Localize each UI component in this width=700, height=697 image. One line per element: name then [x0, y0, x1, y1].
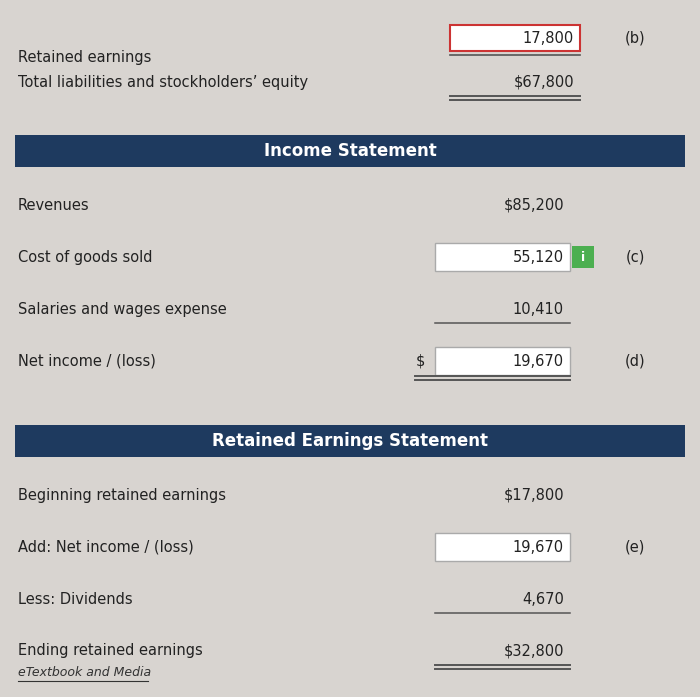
Text: 4,670: 4,670	[522, 592, 564, 606]
Text: Revenues: Revenues	[18, 197, 90, 213]
Text: (b): (b)	[624, 31, 645, 45]
Text: 55,120: 55,120	[513, 250, 564, 264]
FancyBboxPatch shape	[435, 347, 570, 375]
Text: (c): (c)	[625, 250, 645, 264]
Text: Retained Earnings Statement: Retained Earnings Statement	[212, 432, 488, 450]
Text: Retained earnings: Retained earnings	[18, 50, 151, 65]
Text: Less: Dividends: Less: Dividends	[18, 592, 132, 606]
Text: Total liabilities and stockholders’ equity: Total liabilities and stockholders’ equi…	[18, 75, 308, 89]
Text: 17,800: 17,800	[523, 31, 574, 45]
Text: $67,800: $67,800	[513, 75, 574, 89]
Text: $32,800: $32,800	[503, 643, 564, 659]
Text: Salaries and wages expense: Salaries and wages expense	[18, 302, 227, 316]
Text: 19,670: 19,670	[513, 539, 564, 555]
Text: Beginning retained earnings: Beginning retained earnings	[18, 487, 226, 503]
FancyBboxPatch shape	[572, 246, 594, 268]
Text: eTextbook and Media: eTextbook and Media	[18, 666, 151, 678]
Text: Ending retained earnings: Ending retained earnings	[18, 643, 203, 659]
Text: (e): (e)	[625, 539, 645, 555]
Text: Net income / (loss): Net income / (loss)	[18, 353, 156, 369]
FancyBboxPatch shape	[15, 135, 685, 167]
Text: 19,670: 19,670	[513, 353, 564, 369]
Text: $85,200: $85,200	[503, 197, 564, 213]
FancyBboxPatch shape	[435, 243, 570, 271]
Text: i: i	[581, 250, 585, 263]
Text: Cost of goods sold: Cost of goods sold	[18, 250, 153, 264]
Text: Add: Net income / (loss): Add: Net income / (loss)	[18, 539, 194, 555]
Text: 10,410: 10,410	[513, 302, 564, 316]
Text: Income Statement: Income Statement	[264, 142, 436, 160]
Text: $: $	[416, 353, 425, 369]
FancyBboxPatch shape	[450, 25, 580, 51]
FancyBboxPatch shape	[435, 533, 570, 561]
Text: $17,800: $17,800	[503, 487, 564, 503]
Text: (d): (d)	[624, 353, 645, 369]
FancyBboxPatch shape	[15, 425, 685, 457]
